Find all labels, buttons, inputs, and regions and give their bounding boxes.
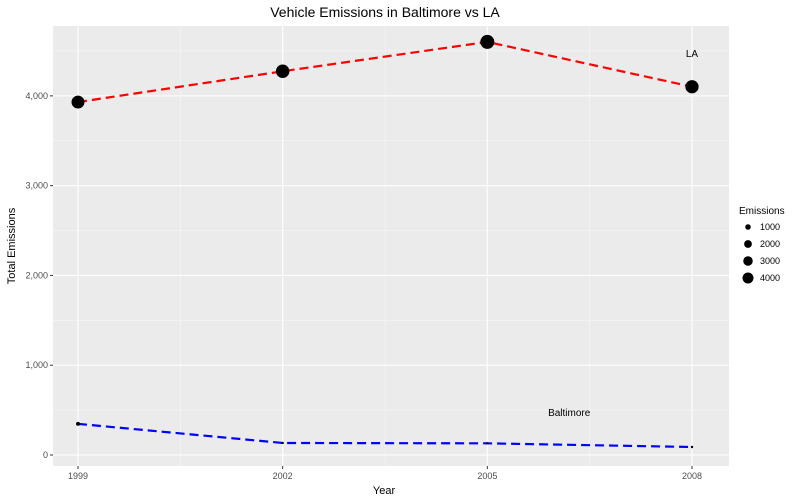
legend: Emissions 1000 2000 3000 4000 [739,206,785,284]
annotations: LA Baltimore [548,49,698,419]
x-tick-label: 2002 [273,471,293,481]
legend-key-circle [745,224,751,230]
y-tick-label: 2,000 [25,270,48,280]
annotation-label: Baltimore [548,408,591,419]
legend-key-circle [743,256,753,266]
data-point-la [71,95,85,109]
y-tick-label: 0 [43,450,48,460]
major-gridlines [53,26,729,466]
x-tick-label: 1999 [68,471,88,481]
data-point-baltimore [486,442,489,445]
x-tick-label: 2005 [477,471,497,481]
legend-entry-label: 2000 [760,239,780,249]
data-point-baltimore [690,445,694,449]
y-axis-title: Total Emissions [6,207,18,284]
chart-title: Vehicle Emissions in Baltimore vs LA [270,4,500,20]
y-tick-label: 1,000 [25,360,48,370]
series-line-la [77,40,693,104]
series-lines [77,40,693,449]
x-axis-ticks: 1999 2002 2005 2008 [68,466,702,481]
series-line-baltimore [77,422,693,449]
data-point-baltimore [76,421,80,426]
legend-entry-label: 4000 [760,273,780,283]
data-point-la [480,34,495,49]
data-point-la [685,80,699,94]
legend-title: Emissions [739,206,785,217]
y-tick-label: 3,000 [25,181,48,191]
y-axis-ticks: 0 1,000 2,000 3,000 4,000 [25,91,53,460]
y-tick-label: 4,000 [25,91,48,101]
minor-gridlines [53,26,729,466]
data-point-baltimore [281,441,284,445]
legend-entry-label: 1000 [760,222,780,232]
x-tick-label: 2008 [682,471,702,481]
legend-key-circle [742,272,754,284]
data-point-la [275,64,290,79]
legend-entry-label: 3000 [760,256,780,266]
plot-panel [53,26,729,466]
x-axis-title: Year [373,485,396,497]
legend-key-circle [744,240,752,248]
data-points [71,34,699,449]
annotation-label: LA [686,49,699,60]
